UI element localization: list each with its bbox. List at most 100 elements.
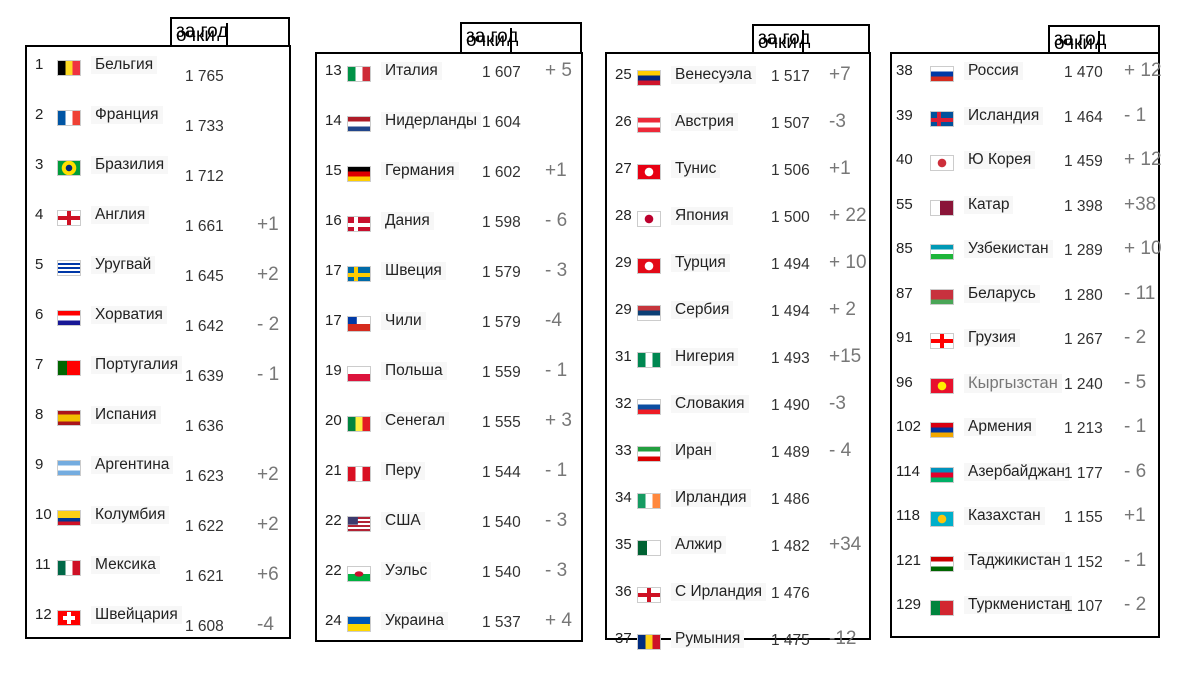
table-header: очки за год xyxy=(170,17,290,49)
sn-flag-icon xyxy=(347,416,371,432)
it-flag-icon xyxy=(347,66,371,82)
rank-number: 2 xyxy=(35,106,44,123)
table-row: 8 Испания 1 636 xyxy=(27,404,289,454)
rank-number: 121 xyxy=(896,551,922,569)
year-change-value: +15 xyxy=(829,346,862,367)
points-value: 1 482 xyxy=(771,538,810,555)
rank-number: 24 xyxy=(325,612,342,629)
country-name: Хорватия xyxy=(91,306,167,324)
am-flag-icon xyxy=(930,422,954,438)
year-change-value: +6 xyxy=(257,564,279,585)
rank-number: 27 xyxy=(615,160,632,177)
table-row: 29 Сербия 1 494 + 2 xyxy=(607,299,869,349)
year-change-value: -4 xyxy=(257,614,274,635)
points-value: 1 623 xyxy=(185,468,224,485)
year-change-value: - 2 xyxy=(257,314,280,335)
table-row: 26 Австрия 1 507 -3 xyxy=(607,111,869,161)
points-value: 1 765 xyxy=(185,68,224,85)
rank-number: 91 xyxy=(896,329,913,346)
points-value: 1 639 xyxy=(185,368,224,385)
rank-number: 4 xyxy=(35,206,44,223)
points-value: 1 607 xyxy=(482,64,521,81)
year-change-header: за год xyxy=(466,26,519,47)
year-change-value: - 1 xyxy=(257,364,280,385)
table-row: 25 Венесуэла 1 517 +7 xyxy=(607,64,869,114)
country-name: Исландия xyxy=(964,106,1044,125)
rank-number: 13 xyxy=(325,62,342,79)
de-flag-icon xyxy=(347,166,371,182)
ie-flag-icon xyxy=(637,493,661,509)
table-row: 35 Алжир 1 482 +34 xyxy=(607,534,869,584)
table-row: 34 Ирландия 1 486 xyxy=(607,487,869,537)
year-change-value: - 6 xyxy=(545,210,568,231)
points-value: 1 579 xyxy=(482,264,521,281)
points-value: 1 645 xyxy=(185,268,224,285)
country-name: Аргентина xyxy=(91,456,174,474)
nl-flag-icon xyxy=(347,116,371,132)
table-row: 4 Англия 1 661 +1 xyxy=(27,204,289,254)
rank-number: 14 xyxy=(325,112,342,129)
country-name: Польша xyxy=(381,362,447,380)
year-change-value: - 6 xyxy=(1124,460,1147,482)
year-change-header: за год xyxy=(758,28,811,49)
rank-number: 55 xyxy=(896,195,913,213)
tr-flag-icon xyxy=(637,258,661,274)
points-value: 1 289 xyxy=(1064,242,1103,259)
year-change-value: +1 xyxy=(1124,505,1146,526)
ve-flag-icon xyxy=(637,70,661,86)
points-value: 1 240 xyxy=(1064,375,1103,393)
table-row: 13 Италия 1 607 + 5 xyxy=(317,60,581,110)
points-value: 1 459 xyxy=(1064,153,1103,170)
points-value: 1 152 xyxy=(1064,553,1103,571)
table-row: 24 Украина 1 537 + 4 xyxy=(317,610,581,660)
country-name: Украина xyxy=(381,612,449,630)
country-name: Уэльс xyxy=(381,562,432,580)
ua-flag-icon xyxy=(347,616,371,632)
points-value: 1 490 xyxy=(771,397,810,414)
year-change-value: -3 xyxy=(829,393,846,414)
points-value: 1 642 xyxy=(185,318,224,335)
points-value: 1 602 xyxy=(482,164,521,181)
year-change-value: - 5 xyxy=(1124,371,1147,393)
ge-flag-icon xyxy=(930,333,954,349)
se-flag-icon xyxy=(347,266,371,282)
uy-flag-icon xyxy=(57,260,81,276)
pt-flag-icon xyxy=(57,360,81,376)
wales-flag-icon xyxy=(347,566,371,582)
co-flag-icon xyxy=(57,510,81,526)
year-change-value: - 1 xyxy=(545,360,568,381)
points-value: 1 661 xyxy=(185,218,224,235)
year-change-value: - 11 xyxy=(1124,282,1156,304)
country-name: Туркменистан xyxy=(964,596,1072,614)
country-name: Казахстан xyxy=(964,507,1045,525)
rank-number: 37 xyxy=(615,630,632,647)
year-change-value: +2 xyxy=(257,264,279,285)
country-name: Кыргызстан xyxy=(964,373,1062,393)
year-change-value: - 1 xyxy=(1124,104,1147,126)
ir-flag-icon xyxy=(637,446,661,462)
points-value: 1 517 xyxy=(771,68,810,85)
country-name: Армения xyxy=(964,418,1036,436)
points-header: очки xyxy=(462,28,512,54)
qa-flag-icon xyxy=(930,199,954,216)
points-value: 1 540 xyxy=(482,564,521,581)
points-value: 1 506 xyxy=(771,162,810,179)
table-row: 129 Туркменистан 1 107 - 2 xyxy=(892,594,1158,644)
points-value: 1 579 xyxy=(482,314,521,331)
rank-number: 15 xyxy=(325,162,342,179)
points-header: очки xyxy=(172,23,228,49)
rank-number: 35 xyxy=(615,536,632,553)
rank-number: 16 xyxy=(325,212,342,229)
year-change-value: + 22 xyxy=(829,205,867,226)
kr-flag-icon xyxy=(930,155,954,171)
be-flag-icon xyxy=(57,60,81,76)
table-row: 21 Перу 1 544 - 1 xyxy=(317,460,581,510)
points-value: 1 622 xyxy=(185,518,224,535)
country-name: Дания xyxy=(381,212,434,230)
table-row: 5 Уругвай 1 645 +2 xyxy=(27,254,289,304)
country-name: Швеция xyxy=(381,262,446,280)
points-value: 1 476 xyxy=(771,585,810,602)
dz-flag-icon xyxy=(637,540,661,556)
rank-number: 17 xyxy=(325,262,342,279)
pe-flag-icon xyxy=(347,466,371,482)
